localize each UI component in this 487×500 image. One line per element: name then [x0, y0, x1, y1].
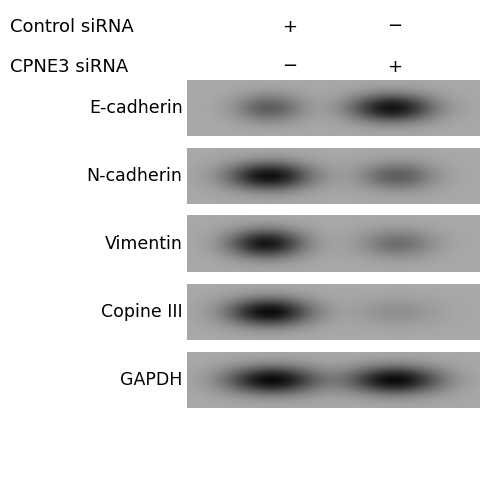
- Text: CPNE3 siRNA: CPNE3 siRNA: [10, 58, 128, 76]
- Text: −: −: [282, 58, 298, 76]
- Text: GAPDH: GAPDH: [120, 371, 183, 389]
- Bar: [187, 216, 480, 272]
- Text: +: +: [387, 58, 402, 76]
- Text: Copine III: Copine III: [101, 303, 183, 321]
- Text: Control siRNA: Control siRNA: [10, 18, 133, 36]
- Text: E-cadherin: E-cadherin: [89, 99, 183, 117]
- Bar: [187, 352, 480, 408]
- Bar: [187, 80, 480, 136]
- Bar: [187, 284, 480, 340]
- Text: N-cadherin: N-cadherin: [87, 167, 183, 185]
- Bar: [187, 148, 480, 204]
- Text: Vimentin: Vimentin: [105, 235, 183, 253]
- Text: −: −: [387, 18, 402, 36]
- Text: +: +: [282, 18, 297, 36]
